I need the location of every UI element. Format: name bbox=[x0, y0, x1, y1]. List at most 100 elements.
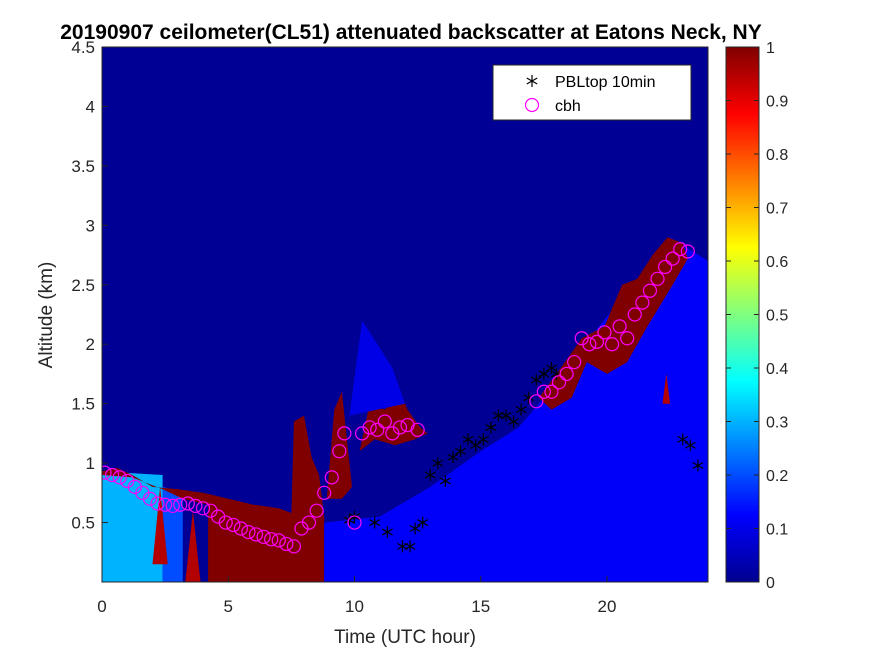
pbltop-point-23 bbox=[538, 367, 550, 380]
y-axis-label: Altitude (km) bbox=[36, 262, 57, 369]
cbh-point-0 bbox=[102, 465, 112, 480]
cbh-point-22 bbox=[264, 532, 279, 547]
cbh-point-61 bbox=[673, 242, 688, 257]
legend-label-cbh: cbh bbox=[555, 98, 581, 115]
cbh-point-30 bbox=[324, 470, 339, 485]
cbh-point-52 bbox=[604, 337, 620, 352]
pbltop-point-10 bbox=[439, 474, 451, 487]
y-tick-label-6: 3.5 bbox=[71, 157, 95, 176]
cbh-point-50 bbox=[589, 334, 605, 349]
colorbar-tick-label-2: 0.2 bbox=[766, 468, 788, 485]
colorbar-ticks: 0 0.1 0.2 0.3 0.4 0.5 0.6 0.7 0.8 0.9 1 bbox=[726, 40, 788, 592]
pbltop-point-24 bbox=[545, 362, 557, 374]
cbh-point-54 bbox=[620, 331, 635, 346]
cbh-point-25 bbox=[286, 539, 301, 554]
pbltop-point-19 bbox=[508, 415, 520, 428]
y-tick-label-3: 2 bbox=[86, 335, 95, 354]
colorbar-tick-label-6: 0.6 bbox=[766, 254, 788, 271]
backscatter-region-10 bbox=[662, 373, 671, 404]
cbh-point-33 bbox=[347, 515, 362, 530]
pbltop-point-7 bbox=[417, 516, 429, 529]
y-tick-label-7: 4 bbox=[86, 97, 95, 116]
legend-marker-pbltop bbox=[526, 75, 538, 87]
pbltop-point-3 bbox=[381, 526, 393, 539]
cbh-point-31 bbox=[332, 444, 347, 459]
cbh-point-9 bbox=[165, 498, 180, 514]
cbh-point-6 bbox=[142, 491, 158, 506]
x-tick-label-3: 15 bbox=[471, 597, 490, 616]
y-tick-label-1: 1 bbox=[86, 454, 95, 473]
legend: PBLtop 10min cbh bbox=[492, 64, 692, 121]
pbltop-point-9 bbox=[432, 457, 444, 470]
cbh-point-19 bbox=[241, 524, 256, 540]
cbh-point-46 bbox=[559, 366, 574, 382]
colorbar-tick-label-0: 0 bbox=[766, 575, 775, 592]
cbh-point-35 bbox=[362, 420, 377, 435]
cbh-point-45 bbox=[551, 375, 567, 390]
legend-label-pbltop: PBLtop 10min bbox=[555, 74, 656, 91]
x-tick-label-4: 20 bbox=[598, 597, 617, 616]
y-tick-label-0: 0.5 bbox=[71, 514, 95, 533]
cbh-point-36 bbox=[370, 422, 385, 437]
pbltop-point-14 bbox=[470, 439, 482, 452]
pbltop-point-8 bbox=[424, 469, 436, 481]
legend-box bbox=[492, 64, 692, 121]
y-tick-label-2: 1.5 bbox=[71, 395, 95, 414]
cbh-point-42 bbox=[529, 394, 544, 409]
cbh-point-8 bbox=[158, 497, 173, 512]
cbh-point-37 bbox=[377, 414, 392, 429]
cbh-point-43 bbox=[536, 384, 551, 399]
colorbar-gradient bbox=[725, 46, 760, 583]
pbltop-point-26 bbox=[677, 433, 689, 446]
cbh-point-59 bbox=[657, 259, 673, 275]
cbh-point-62 bbox=[680, 244, 695, 259]
pbltop-point-18 bbox=[500, 409, 512, 422]
pbltop-point-6 bbox=[409, 522, 421, 535]
x-tick-label-2: 10 bbox=[345, 597, 364, 616]
legend-asterisk bbox=[526, 75, 538, 87]
legend-circle bbox=[524, 97, 540, 113]
cbh-point-24 bbox=[279, 536, 294, 552]
legend-marker-cbh bbox=[524, 97, 540, 113]
colorbar-tick-label-10: 1 bbox=[766, 40, 775, 57]
cbh-point-23 bbox=[271, 533, 286, 548]
backscatter-region-8 bbox=[349, 320, 405, 416]
cbh-point-11 bbox=[180, 496, 195, 511]
cbh-point-44 bbox=[544, 384, 559, 399]
colorbar-tick-label-7: 0.7 bbox=[766, 201, 788, 218]
pbltop-point-22 bbox=[530, 373, 542, 386]
colorbar-tick-label-5: 0.5 bbox=[766, 308, 788, 325]
cbh-point-29 bbox=[317, 485, 332, 500]
cbh-point-17 bbox=[226, 517, 241, 533]
cbh-point-32 bbox=[337, 426, 352, 441]
cbh-point-39 bbox=[392, 420, 408, 435]
colorbar-tick-label-4: 0.4 bbox=[766, 361, 788, 378]
x-axis: 0 5 10 15 20 bbox=[97, 576, 616, 616]
colorbar-tick-label-9: 0.9 bbox=[766, 94, 788, 111]
pbltop-point-20 bbox=[515, 403, 527, 416]
y-tick-label-5: 3 bbox=[86, 216, 95, 235]
pbltop-point-12 bbox=[455, 445, 467, 458]
x-tick-label-0: 0 bbox=[97, 597, 106, 616]
y-tick-label-8: 4.5 bbox=[71, 38, 95, 57]
cbh-point-60 bbox=[665, 251, 680, 266]
cbh-point-47 bbox=[567, 354, 582, 370]
cbh-point-18 bbox=[233, 521, 248, 536]
chart-title: 20190907 ceilometer(CL51) attenuated bac… bbox=[60, 21, 761, 44]
cbh-point-10 bbox=[173, 497, 188, 512]
plot-area bbox=[101, 46, 709, 583]
cbh-point-13 bbox=[195, 501, 211, 516]
pbltop-point-2 bbox=[369, 516, 381, 529]
cbh-point-58 bbox=[650, 271, 665, 286]
y-tick-label-4: 2.5 bbox=[71, 276, 95, 295]
pbltop-point-13 bbox=[462, 433, 474, 446]
pbltop-point-28 bbox=[692, 459, 704, 472]
cbh-point-57 bbox=[642, 283, 658, 298]
cbh-point-12 bbox=[188, 498, 203, 514]
x-axis-label: Time (UTC hour) bbox=[334, 627, 476, 648]
cbh-point-55 bbox=[627, 307, 642, 322]
backscatter-region-4 bbox=[185, 510, 201, 582]
cbh-point-27 bbox=[301, 515, 317, 530]
colorbar-tick-label-8: 0.8 bbox=[766, 147, 788, 164]
